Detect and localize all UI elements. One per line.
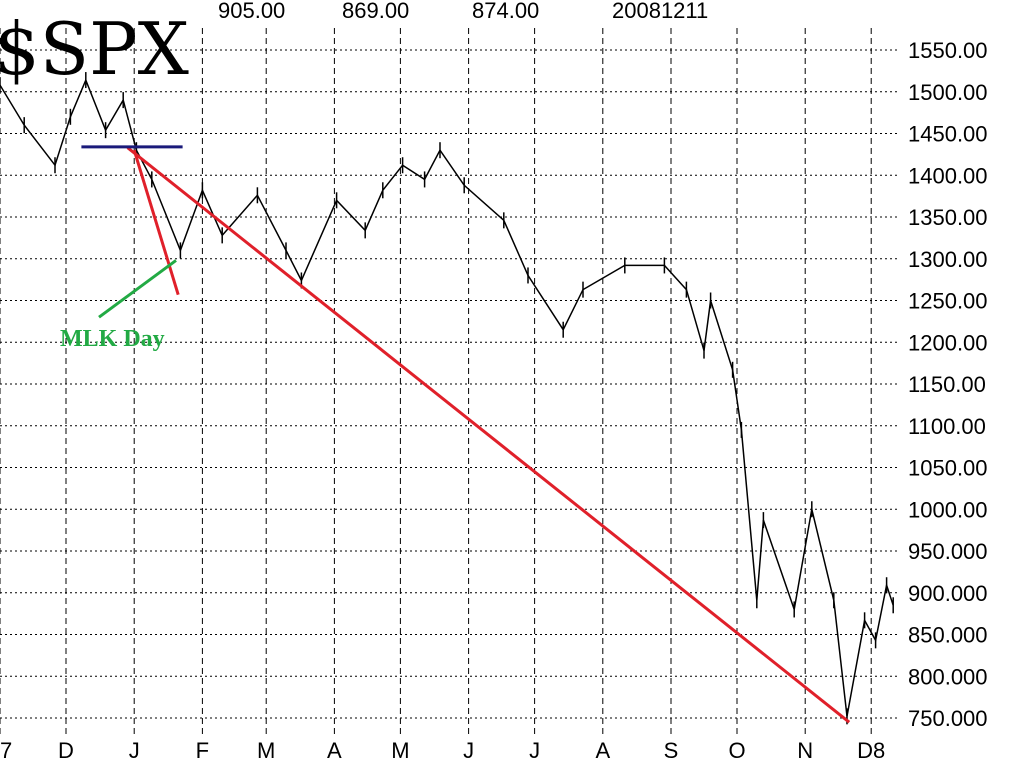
green-mlk-pointer [98, 259, 177, 319]
x-tick-label: M [257, 738, 275, 763]
header-value-2: 869.00 [342, 0, 409, 23]
x-tick-label: O [728, 738, 745, 763]
y-tick-label: 1250.00 [908, 289, 988, 314]
y-tick-label: 1350.00 [908, 205, 988, 230]
y-tick-label: 800.000 [908, 664, 988, 689]
y-tick-label: 1550.00 [908, 38, 988, 63]
y-tick-label: 1150.00 [908, 372, 986, 397]
y-tick-label: 1400.00 [908, 163, 988, 188]
header-value-1: 905.00 [218, 0, 285, 23]
y-tick-label: 750.000 [908, 706, 988, 731]
y-tick-label: 1450.00 [908, 122, 988, 147]
x-axis-labels: 7 D J F M A M J J A S O N D8 [0, 738, 885, 763]
x-tick-label: M [391, 738, 409, 763]
red-short-line [132, 149, 180, 296]
y-tick-label: 850.000 [908, 623, 988, 648]
x-tick-label: A [595, 738, 610, 763]
y-tick-label: 1050.00 [908, 456, 988, 481]
x-tick-label: N [797, 738, 813, 763]
mlk-day-label: MLK Day [60, 326, 165, 352]
y-tick-label: 1300.00 [908, 247, 988, 272]
y-tick-label: 1500.00 [908, 80, 988, 105]
y-tick-label: 1100.00 [908, 414, 986, 439]
x-tick-label: F [196, 738, 209, 763]
x-tick-label: 7 [0, 738, 12, 763]
y-tick-label: 900.000 [908, 581, 988, 606]
chart-title: $SPX [0, 7, 189, 91]
grid [0, 28, 900, 735]
x-tick-label: J [463, 738, 474, 763]
y-tick-label: 1000.00 [908, 497, 988, 522]
x-tick-label: D8 [857, 738, 885, 763]
annotations [81, 145, 851, 724]
header-value-4: 20081211 [612, 0, 708, 23]
x-tick-label: J [129, 738, 140, 763]
x-tick-label: A [327, 738, 342, 763]
x-tick-label: J [529, 738, 540, 763]
y-tick-label: 1200.00 [908, 330, 988, 355]
x-tick-label: D [58, 738, 74, 763]
red-trendline [126, 146, 851, 724]
y-axis-labels: 1550.00 1500.00 1450.00 1400.00 1350.00 1300.… [908, 38, 988, 731]
header-value-3: 874.00 [472, 0, 539, 23]
y-tick-label: 950.000 [908, 539, 988, 564]
x-tick-label: S [664, 738, 679, 763]
